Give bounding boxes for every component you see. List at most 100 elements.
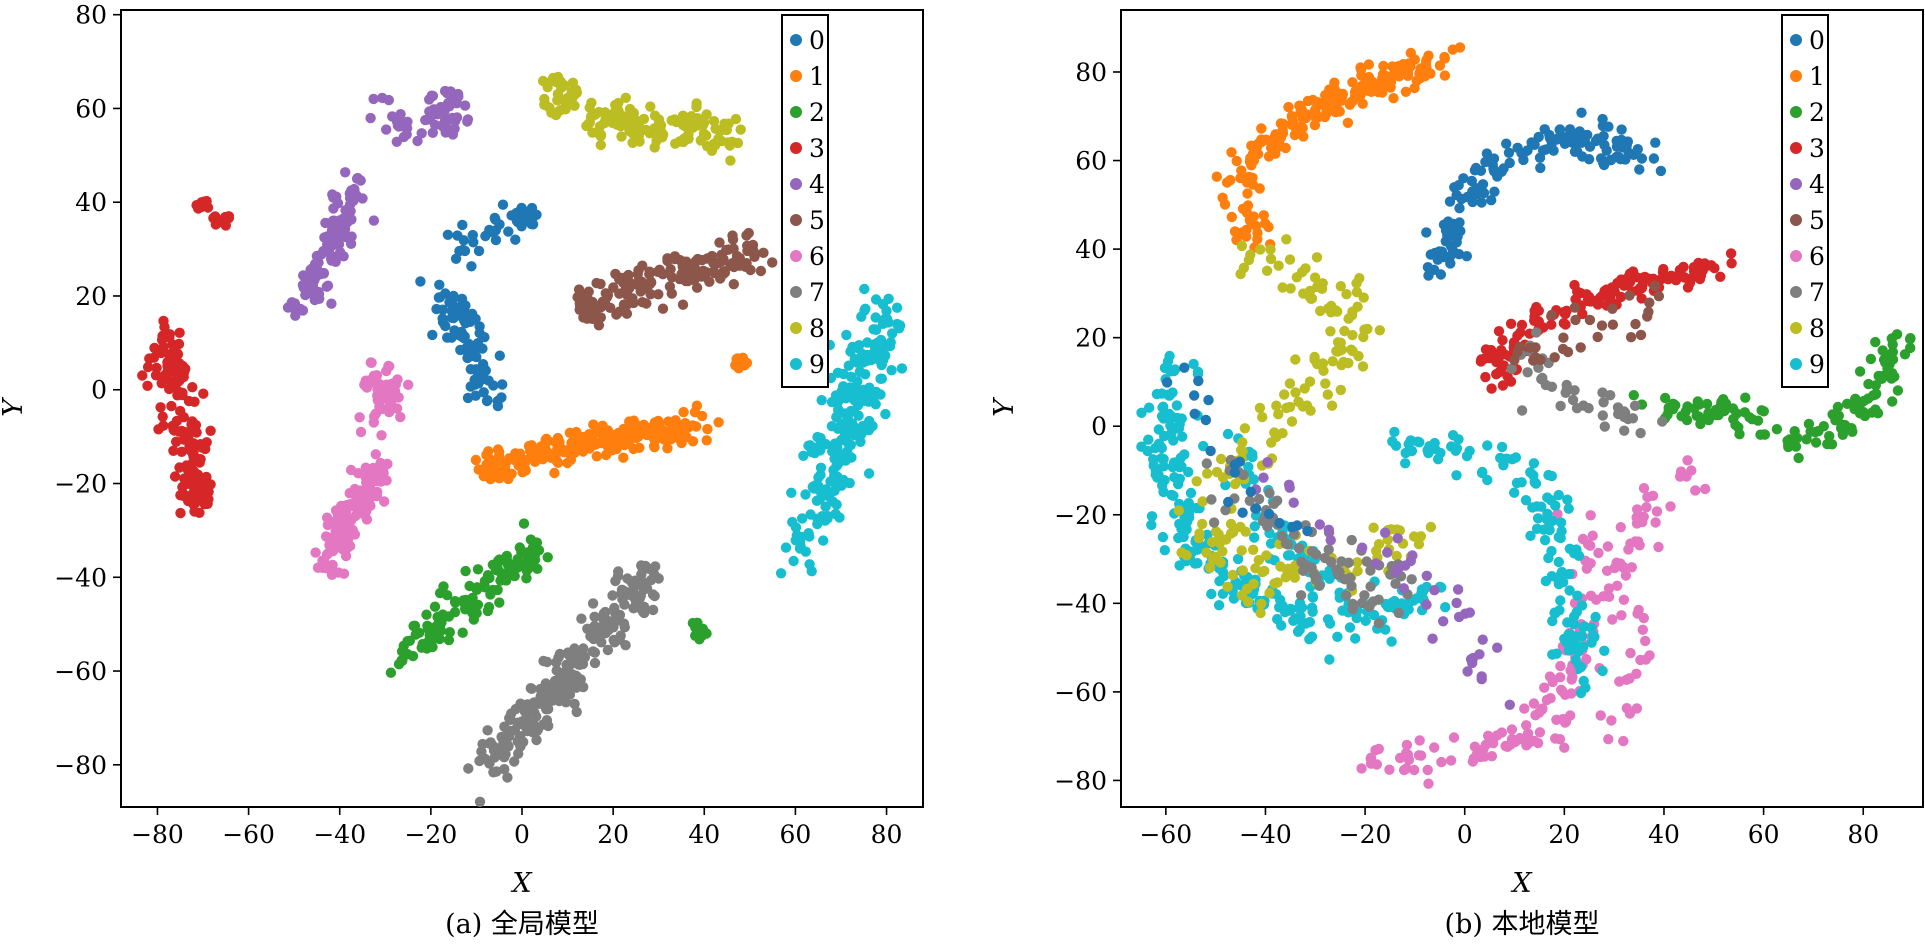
scatter-point-class-2 xyxy=(518,518,530,529)
scatter-point-class-6 xyxy=(1486,751,1498,762)
scatter-point-class-9 xyxy=(1350,633,1361,644)
scatter-point-class-0 xyxy=(527,213,538,224)
scatter-point-class-0 xyxy=(1544,132,1556,144)
scatter-point-class-9 xyxy=(880,408,891,420)
scatter-point-class-2 xyxy=(457,627,468,638)
scatter-point-class-9 xyxy=(1432,454,1444,465)
scatter-point-class-9 xyxy=(1167,461,1179,473)
scatter-point-class-3 xyxy=(1709,262,1720,274)
scatter-point-class-0 xyxy=(482,395,493,406)
scatter-point-class-7 xyxy=(1253,493,1265,505)
scatter-point-class-6 xyxy=(1615,522,1627,533)
scatter-point-class-0 xyxy=(465,381,476,392)
scatter-point-class-2 xyxy=(1752,415,1764,426)
scatter-point-class-6 xyxy=(1620,570,1632,581)
legend-marker-6 xyxy=(790,250,802,262)
scatter-point-class-0 xyxy=(1189,390,1200,401)
scatter-point-class-9 xyxy=(1243,461,1254,473)
scatter-point-class-1 xyxy=(473,464,484,475)
scatter-point-class-3 xyxy=(142,380,153,391)
legend-marker-8 xyxy=(1790,322,1802,334)
scatter-point-class-1 xyxy=(1241,177,1253,188)
legend-b: 0 1 2 3 4 5 6 7 8 9 xyxy=(1781,14,1829,388)
scatter-point-class-2 xyxy=(522,547,533,558)
scatter-point-class-9 xyxy=(1540,575,1552,587)
scatter-point-class-1 xyxy=(1246,217,1257,228)
scatter-point-class-9 xyxy=(860,390,871,402)
scatter-point-class-9 xyxy=(838,432,849,443)
scatter-point-class-9 xyxy=(1183,466,1194,478)
scatter-point-class-8 xyxy=(1225,518,1237,530)
scatter-point-class-6 xyxy=(1545,693,1556,704)
scatter-point-class-4 xyxy=(1370,558,1382,569)
scatter-point-class-2 xyxy=(690,622,701,633)
scatter-point-class-9 xyxy=(1414,437,1425,448)
scatter-point-class-3 xyxy=(149,342,160,354)
x-tick-label: 80 xyxy=(1847,820,1879,849)
scatter-point-class-1 xyxy=(663,416,674,427)
scatter-point-class-8 xyxy=(1290,387,1301,398)
scatter-point-class-8 xyxy=(1352,557,1363,568)
scatter-point-class-0 xyxy=(1179,362,1190,373)
scatter-point-class-6 xyxy=(1559,742,1570,753)
scatter-point-class-2 xyxy=(1734,429,1745,440)
scatter-point-class-2 xyxy=(444,627,455,638)
scatter-point-class-1 xyxy=(662,443,673,454)
scatter-point-class-0 xyxy=(448,290,459,302)
scatter-point-class-3 xyxy=(162,367,173,378)
scatter-point-class-1 xyxy=(1400,86,1412,98)
x-tick-label: −60 xyxy=(222,820,275,849)
scatter-point-class-8 xyxy=(1271,400,1282,411)
scatter-point-class-1 xyxy=(1266,137,1277,148)
scatter-point-class-3 xyxy=(1639,271,1651,283)
scatter-point-class-9 xyxy=(786,487,797,498)
scatter-point-class-6 xyxy=(1640,654,1652,665)
scatter-point-class-4 xyxy=(1477,634,1488,645)
scatter-point-class-8 xyxy=(1391,550,1402,562)
scatter-point-class-7 xyxy=(587,598,599,609)
scatter-point-class-0 xyxy=(1205,445,1216,457)
scatter-point-class-2 xyxy=(1830,415,1841,426)
scatter-point-class-9 xyxy=(1188,358,1199,370)
scatter-point-class-5 xyxy=(728,279,739,290)
scatter-point-class-8 xyxy=(1352,565,1363,577)
scatter-point-class-7 xyxy=(1276,530,1288,542)
scatter-point-class-5 xyxy=(1584,314,1596,326)
scatter-point-class-5 xyxy=(758,247,769,258)
scatter-point-class-1 xyxy=(1377,69,1389,80)
scatter-point-class-4 xyxy=(1382,547,1393,558)
scatter-point-class-6 xyxy=(1554,672,1566,683)
scatter-point-class-8 xyxy=(1391,524,1403,535)
scatter-point-class-7 xyxy=(1331,564,1342,575)
scatter-point-class-6 xyxy=(312,562,324,573)
scatter-point-class-2 xyxy=(1887,339,1898,350)
scatter-point-class-3 xyxy=(170,346,181,357)
scatter-point-class-9 xyxy=(817,511,828,522)
scatter-point-class-1 xyxy=(1211,171,1223,182)
scatter-point-class-5 xyxy=(623,279,635,290)
scatter-point-class-0 xyxy=(516,221,527,232)
scatter-point-class-9 xyxy=(1563,645,1575,656)
scatter-point-class-0 xyxy=(1161,377,1173,388)
scatter-point-class-9 xyxy=(1599,645,1610,656)
scatter-point-class-6 xyxy=(1651,506,1663,517)
scatter-point-class-6 xyxy=(1593,547,1604,559)
scatter-point-class-4 xyxy=(1421,570,1433,581)
scatter-point-class-7 xyxy=(1220,505,1231,516)
scatter-point-class-5 xyxy=(714,271,725,282)
x-tick-label: 60 xyxy=(780,820,812,849)
scatter-point-class-6 xyxy=(1606,715,1617,726)
scatter-point-class-7 xyxy=(1343,557,1354,568)
scatter-point-class-8 xyxy=(1279,389,1290,400)
scatter-point-class-6 xyxy=(1607,614,1618,625)
scatter-point-class-9 xyxy=(1168,435,1179,446)
scatter-point-class-0 xyxy=(1537,145,1549,156)
scatter-point-class-8 xyxy=(1229,478,1241,490)
scatter-point-class-5 xyxy=(1630,318,1641,330)
scatter-point-class-6 xyxy=(1601,565,1613,576)
scatter-point-class-7 xyxy=(1365,565,1376,576)
scatter-point-class-6 xyxy=(1534,727,1546,738)
scatter-point-class-1 xyxy=(674,434,685,445)
scatter-point-class-9 xyxy=(852,376,863,387)
scatter-point-class-0 xyxy=(1476,197,1487,208)
